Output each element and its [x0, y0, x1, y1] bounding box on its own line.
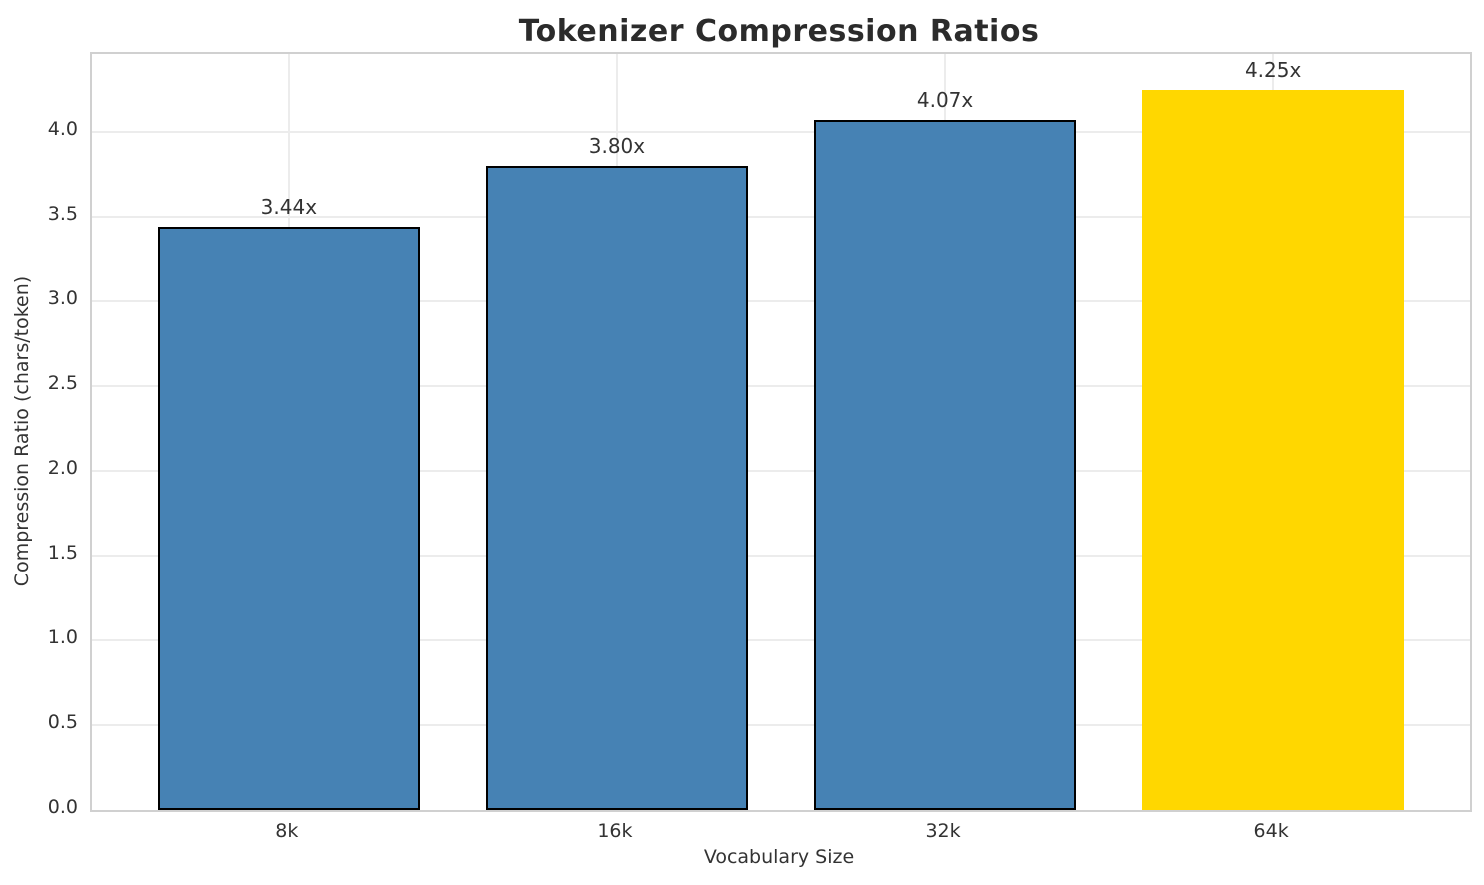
chart-title: Tokenizer Compression Ratios: [518, 14, 1040, 49]
y-tick-label-1.0: 1.0: [47, 626, 78, 649]
x-tick-label-8k: 8k: [275, 820, 299, 842]
gridline-horizontal: [92, 469, 1470, 472]
bar-value-label-8k: 3.44x: [260, 194, 318, 219]
y-axis-label: Compression Ratio (chars/token): [11, 275, 33, 587]
x-tick-label-32k: 32k: [925, 820, 961, 842]
bar-64k: [1141, 89, 1405, 810]
y-tick-label-3.0: 3.0: [47, 287, 78, 310]
gridline-horizontal: [92, 215, 1470, 218]
y-tick-label-3.5: 3.5: [47, 202, 78, 225]
bar-16k: [485, 165, 749, 810]
bar-8k: [157, 226, 421, 810]
gridline-horizontal: [92, 300, 1470, 303]
y-tick-label-2.5: 2.5: [47, 372, 78, 395]
gridline-horizontal: [92, 724, 1470, 727]
bar-value-label-64k: 4.25x: [1244, 57, 1302, 82]
x-tick-label-16k: 16k: [597, 820, 633, 842]
x-tick-label-64k: 64k: [1253, 820, 1289, 842]
gridline-horizontal: [92, 385, 1470, 388]
y-tick-label-1.5: 1.5: [47, 541, 78, 564]
y-tick-label-4.0: 4.0: [47, 117, 78, 140]
y-tick-label-2.0: 2.0: [47, 456, 78, 479]
gridline-horizontal: [92, 639, 1470, 642]
x-axis-label: Vocabulary Size: [703, 846, 855, 868]
bar-value-label-32k: 4.07x: [916, 88, 974, 113]
plot-area: 3.44x 3.80x 4.07x 4.25x: [90, 52, 1472, 812]
y-tick-label-0.5: 0.5: [47, 711, 78, 734]
gridline-horizontal: [92, 554, 1470, 557]
y-tick-label-0.0: 0.0: [47, 796, 78, 818]
gridline-horizontal: [92, 130, 1470, 133]
bar-value-label-16k: 3.80x: [588, 133, 646, 158]
bar-32k: [813, 120, 1077, 810]
